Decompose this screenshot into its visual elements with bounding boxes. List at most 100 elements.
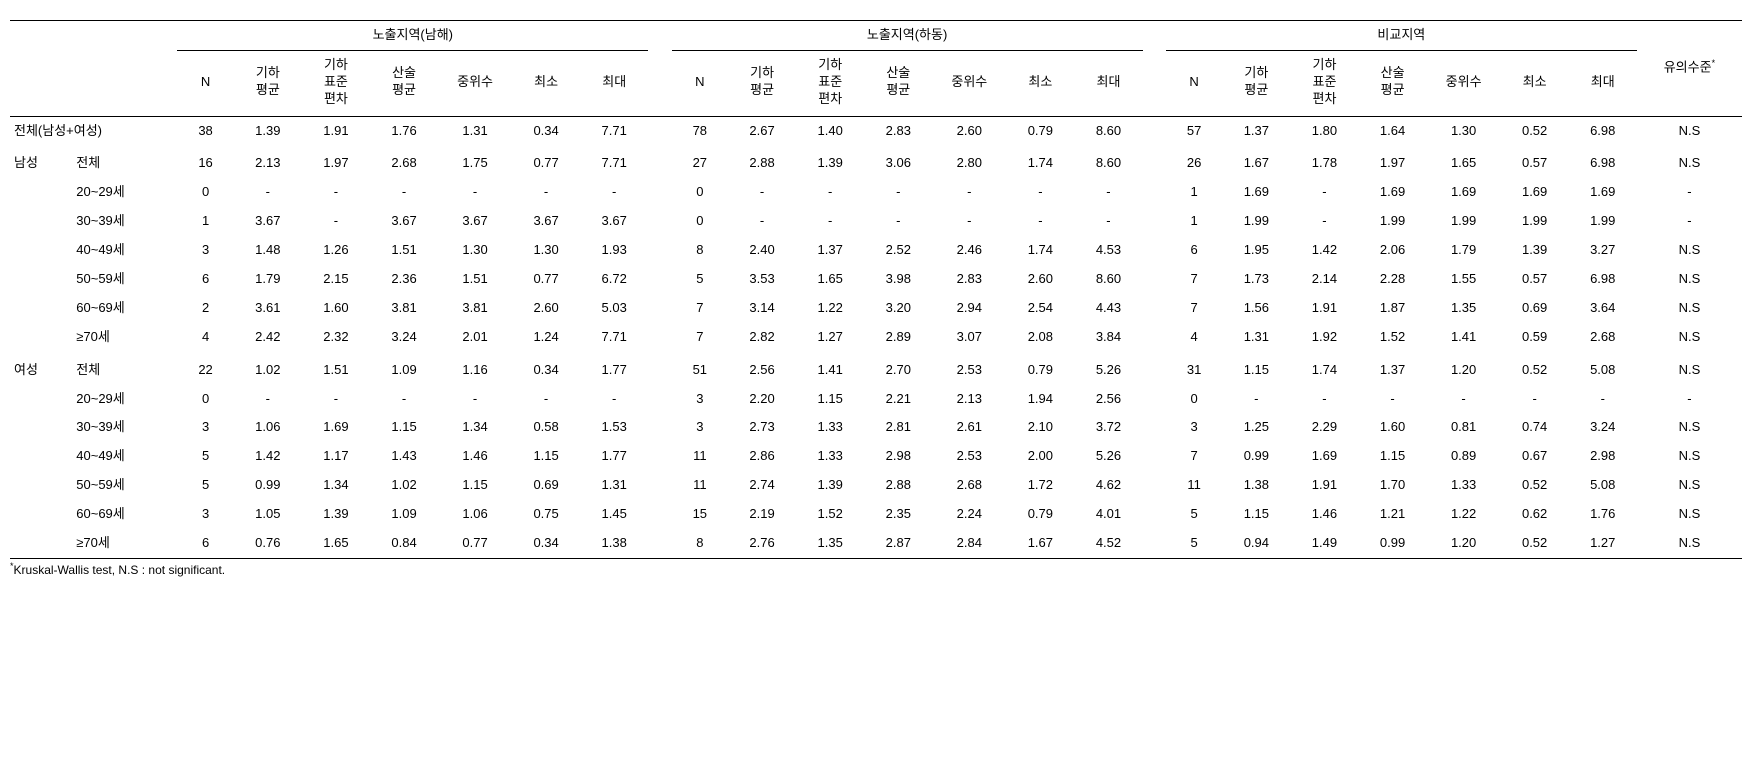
data-cell: 7 [1166, 442, 1222, 471]
data-cell: 0 [177, 178, 233, 207]
row-label-primary [10, 529, 72, 558]
data-cell: 2.60 [512, 294, 580, 323]
data-cell: 1 [1166, 207, 1222, 236]
data-cell: 2.28 [1359, 265, 1427, 294]
data-cell: 1.45 [580, 500, 648, 529]
row-label-secondary: ≥70세 [72, 323, 177, 352]
data-cell: 2.87 [864, 529, 932, 558]
data-cell: 1.48 [234, 236, 302, 265]
data-cell: - [438, 178, 512, 207]
data-cell: 7.71 [580, 116, 648, 145]
row-label-primary [10, 442, 72, 471]
data-cell: 1.69 [1569, 178, 1637, 207]
table-row: 50~59세61.792.152.361.510.776.7253.531.65… [10, 265, 1742, 294]
data-cell: 1.75 [438, 145, 512, 178]
data-cell: 7 [672, 294, 728, 323]
significance-cell: N.S [1637, 442, 1742, 471]
data-cell: 0.77 [512, 265, 580, 294]
col-geo-sd: 기하 표준 편차 [302, 50, 370, 113]
data-cell: - [864, 207, 932, 236]
data-cell: 6.98 [1569, 265, 1637, 294]
row-label-secondary: 50~59세 [72, 265, 177, 294]
significance-cell: N.S [1637, 500, 1742, 529]
data-cell: 1.15 [438, 471, 512, 500]
table-row: 30~39세13.67-3.673.673.673.670------11.99… [10, 207, 1742, 236]
data-cell: 2.83 [864, 116, 932, 145]
data-cell: 1.99 [1569, 207, 1637, 236]
data-cell: 1.51 [370, 236, 438, 265]
data-cell: - [796, 207, 864, 236]
row-label-secondary: 60~69세 [72, 500, 177, 529]
data-cell: 1.92 [1290, 323, 1358, 352]
data-cell: 3.24 [370, 323, 438, 352]
data-cell: 0.76 [234, 529, 302, 558]
data-cell: 1.73 [1222, 265, 1290, 294]
col-max: 최대 [1074, 50, 1142, 113]
data-cell: 1.35 [796, 529, 864, 558]
data-cell: 2.13 [234, 145, 302, 178]
data-cell: - [1006, 178, 1074, 207]
data-cell: 11 [672, 471, 728, 500]
data-cell: 7.71 [580, 323, 648, 352]
data-cell: 1.97 [302, 145, 370, 178]
data-cell: 1.69 [302, 413, 370, 442]
data-cell: 2.94 [932, 294, 1006, 323]
significance-cell: N.S [1637, 236, 1742, 265]
data-cell: 1.52 [1359, 323, 1427, 352]
header-group-compare: 비교지역 [1166, 21, 1637, 51]
col-geo-sd: 기하 표준 편차 [1290, 50, 1358, 113]
row-label-primary [10, 500, 72, 529]
data-cell: 0 [672, 178, 728, 207]
data-cell: 3 [672, 413, 728, 442]
data-cell: 0.77 [438, 529, 512, 558]
row-label-primary: 남성 [10, 145, 72, 178]
data-cell: 1.91 [302, 116, 370, 145]
row-label-primary [10, 207, 72, 236]
data-cell: - [234, 178, 302, 207]
data-cell: 1.42 [234, 442, 302, 471]
row-label-primary [10, 323, 72, 352]
data-cell: 2.35 [864, 500, 932, 529]
data-cell: 0.79 [1006, 500, 1074, 529]
data-cell: 1.70 [1359, 471, 1427, 500]
row-label-secondary: 30~39세 [72, 413, 177, 442]
header-group-namhae: 노출지역(남해) [177, 21, 648, 51]
data-cell: 1.30 [1427, 116, 1501, 145]
data-cell: - [370, 178, 438, 207]
header-significance: 유의수준* [1637, 21, 1742, 114]
data-cell: 8 [672, 236, 728, 265]
row-label-primary [10, 413, 72, 442]
data-cell: 1.24 [512, 323, 580, 352]
row-label: 전체(남성+여성) [10, 116, 177, 145]
row-label-primary [10, 178, 72, 207]
data-cell: 2.42 [234, 323, 302, 352]
data-cell: 4 [177, 323, 233, 352]
table-row: 40~49세31.481.261.511.301.301.9382.401.37… [10, 236, 1742, 265]
data-cell: 1.76 [1569, 500, 1637, 529]
data-cell: 1.15 [796, 385, 864, 414]
data-cell: 2 [177, 294, 233, 323]
data-cell: 2.80 [932, 145, 1006, 178]
col-n: N [177, 50, 233, 113]
data-cell: 3.27 [1569, 236, 1637, 265]
data-cell: 2.68 [370, 145, 438, 178]
data-cell: 1.39 [796, 471, 864, 500]
data-cell: 3.06 [864, 145, 932, 178]
data-cell: 2.88 [728, 145, 796, 178]
data-cell: 2.88 [864, 471, 932, 500]
data-cell: 1.39 [1501, 236, 1569, 265]
significance-cell: N.S [1637, 413, 1742, 442]
data-cell: 2.76 [728, 529, 796, 558]
data-cell: 1 [177, 207, 233, 236]
data-cell: 1.60 [302, 294, 370, 323]
data-cell: 1.30 [512, 236, 580, 265]
data-cell: 0.52 [1501, 471, 1569, 500]
data-cell: 1.39 [234, 116, 302, 145]
data-cell: 1.95 [1222, 236, 1290, 265]
data-cell: - [302, 207, 370, 236]
data-cell: 4 [1166, 323, 1222, 352]
data-cell: 1.46 [438, 442, 512, 471]
data-cell: 1.65 [302, 529, 370, 558]
data-cell: 1.77 [580, 442, 648, 471]
row-label-secondary: 50~59세 [72, 471, 177, 500]
